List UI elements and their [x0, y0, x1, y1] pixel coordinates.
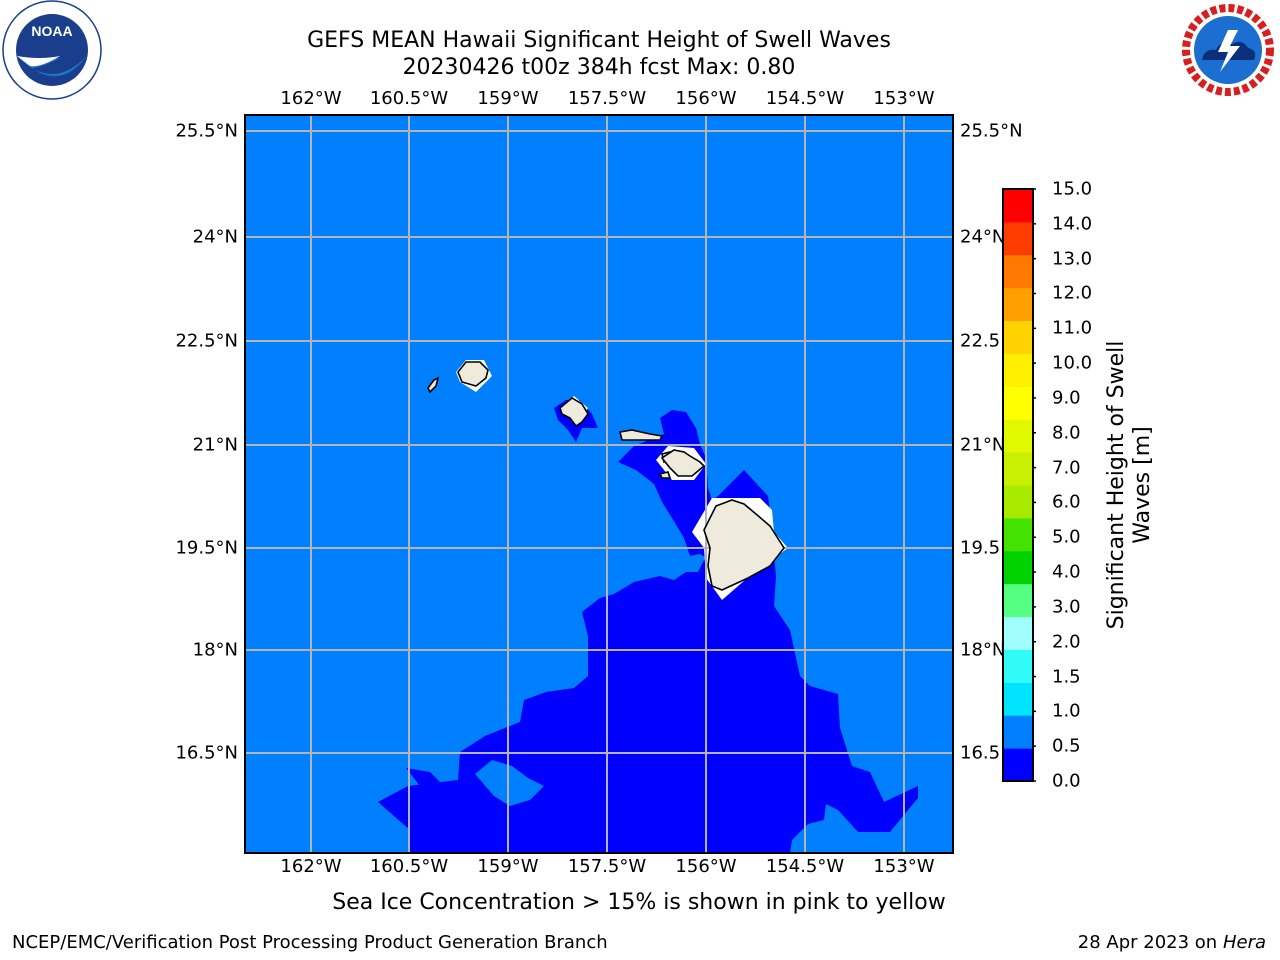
island-kahoolawe: [658, 471, 672, 479]
lon-tick-top-156w: 156°W: [675, 88, 737, 109]
colorbar-tick-label: 1.0: [1052, 700, 1081, 722]
colorbar-tick-label: 0.0: [1052, 770, 1081, 792]
swell-0.0-0.5-patch: [406, 768, 440, 786]
map-frame: [244, 114, 954, 854]
lon-tick-top-159w: 159°W: [477, 88, 539, 109]
colorbar-tick-label: 15.0: [1052, 178, 1093, 200]
colorbar-segment: [1003, 221, 1033, 256]
island-molokai: [619, 429, 664, 441]
colorbar-segment: [1003, 517, 1033, 552]
colorbar-segment: [1003, 353, 1033, 387]
lat-tick-left-19-5n: 19.5°N: [175, 537, 238, 559]
colorbar-segment: [1003, 616, 1033, 650]
colorbar-segment: [1003, 452, 1033, 486]
colorbar-segment: [1003, 386, 1033, 420]
lat-tick-right-19-5n: 19.5: [960, 537, 1001, 559]
lon-tick-top-157-5w: 157.5°W: [567, 88, 647, 109]
noaa-logo-text: NOAA: [31, 23, 72, 39]
colorbar-tick-label: 9.0: [1052, 387, 1081, 409]
colorbar-tick-label: 5.0: [1052, 526, 1081, 548]
lat-tick-right-16-5n: 16.5: [960, 742, 1001, 764]
colorbar-segment: [1003, 320, 1033, 354]
colorbar: [1002, 188, 1036, 782]
colorbar-segment: [1003, 287, 1033, 322]
colorbar-segment: [1003, 748, 1033, 782]
colorbar-segment: [1003, 682, 1033, 716]
footer-date: 28 Apr 2023 on: [1077, 932, 1223, 953]
lat-tick-left-16-5n: 16.5°N: [175, 742, 238, 764]
island-niihau: [427, 376, 440, 394]
lat-tick-right-21n: 21°N: [960, 434, 1006, 456]
islands: [427, 361, 785, 591]
colorbar-tick-label: 0.5: [1052, 735, 1081, 757]
sea-ice-note: Sea Ice Concentration > 15% is shown in …: [332, 890, 946, 915]
lat-tick-right-18n: 18°N: [960, 639, 1006, 661]
colorbar-tick-label: 10.0: [1052, 352, 1093, 374]
colorbar-tick-label: 4.0: [1052, 561, 1081, 583]
footer-date-host: 28 Apr 2023 on Hera: [1078, 932, 1266, 953]
island-big-island: [703, 499, 785, 591]
colorbar-label-line1: Significant Height of Swell: [1104, 340, 1129, 630]
colorbar-tick-label: 2.0: [1052, 631, 1081, 653]
colorbar-segment: [1003, 189, 1033, 223]
lat-tick-left-22-5n: 22.5°N: [175, 330, 238, 352]
chart-subtitle: 20230426 t00z 384h fcst Max: 0.80: [402, 55, 796, 80]
colorbar-tick-label: 8.0: [1052, 422, 1081, 444]
island-oahu: [559, 397, 589, 428]
swell-hole: [475, 760, 544, 806]
colorbar-segment: [1003, 649, 1033, 683]
lon-tick-top-153w: 153°W: [873, 88, 935, 109]
national-weather-service-logo: [1176, 0, 1280, 100]
lat-tick-right-22-5n: 22.5: [960, 330, 1001, 352]
colorbar-segment: [1003, 550, 1033, 585]
colorbar-segment: [1003, 419, 1033, 453]
lat-tick-left-21n: 21°N: [192, 434, 238, 456]
noaa-logo: NOAA: [0, 0, 104, 104]
colorbar-segment: [1003, 583, 1033, 618]
lon-tick-bottom-160-5w: 160.5°W: [369, 856, 449, 877]
colorbar-segment: [1003, 254, 1033, 289]
lon-tick-bottom-153w: 153°W: [873, 856, 935, 877]
lon-tick-bottom-156w: 156°W: [675, 856, 737, 877]
lat-tick-left-25-5n: 25.5°N: [175, 120, 238, 142]
chart-title: GEFS MEAN Hawaii Significant Height of S…: [307, 28, 891, 53]
lon-tick-top-154-5w: 154.5°W: [765, 88, 845, 109]
lat-tick-left-24n: 24°N: [192, 226, 238, 248]
lat-tick-left-18n: 18°N: [192, 639, 238, 661]
colorbar-tick-label: 1.5: [1052, 666, 1081, 688]
colorbar-segment: [1003, 715, 1033, 749]
island-maui: [660, 449, 706, 477]
colorbar-tick-label: 11.0: [1052, 317, 1093, 339]
footer-host: Hera: [1222, 932, 1266, 953]
lon-tick-bottom-154-5w: 154.5°W: [765, 856, 845, 877]
footer-branch: NCEP/EMC/Verification Post Processing Pr…: [12, 932, 608, 953]
colorbar-tick-label: 14.0: [1052, 213, 1093, 235]
lat-tick-right-25-5n: 25.5°N: [960, 120, 1023, 142]
lon-tick-bottom-157-5w: 157.5°W: [567, 856, 647, 877]
colorbar-label-line2: Waves [m]: [1130, 426, 1155, 544]
lat-tick-right-24n: 24°N: [960, 226, 1006, 248]
lon-tick-top-162w: 162°W: [280, 88, 342, 109]
colorbar-tick-label: 12.0: [1052, 282, 1093, 304]
colorbar-tick-label: 6.0: [1052, 491, 1081, 513]
island-kauai: [457, 361, 489, 387]
colorbar-segment: [1003, 485, 1033, 519]
colorbar-tick-label: 13.0: [1052, 248, 1093, 270]
colorbar-tick-label: 3.0: [1052, 596, 1081, 618]
lon-tick-top-160-5w: 160.5°W: [369, 88, 449, 109]
lon-tick-bottom-159w: 159°W: [477, 856, 539, 877]
colorbar-tick-label: 7.0: [1052, 457, 1081, 479]
map-gridlines: [245, 115, 953, 853]
lon-tick-bottom-162w: 162°W: [280, 856, 342, 877]
